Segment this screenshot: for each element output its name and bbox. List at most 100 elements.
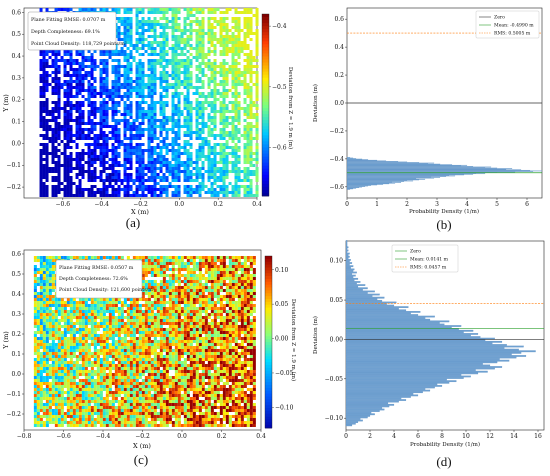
panel-c-heatmap-cell bbox=[165, 262, 169, 265]
panel-c-heatmap-cell bbox=[243, 298, 247, 301]
panel-a-heatmap-cell bbox=[93, 140, 97, 143]
panel-a-heatmap-cell bbox=[171, 92, 175, 95]
panel-a-heatmap-cell bbox=[66, 8, 70, 11]
panel-c-heatmap-cell bbox=[75, 310, 79, 313]
panel-a-heatmap-cell bbox=[177, 170, 181, 173]
panel-a-heatmap-cell bbox=[252, 137, 256, 140]
panel-a-heatmap-cell bbox=[69, 104, 73, 107]
panel-c-heatmap-cell bbox=[129, 304, 133, 307]
panel-a-heatmap-cell bbox=[93, 173, 97, 176]
panel-a-heatmap-cell bbox=[114, 89, 118, 92]
panel-a-heatmap-cell bbox=[150, 71, 154, 74]
panel-c-heatmap-cell bbox=[240, 307, 244, 310]
panel-a-heatmap-cell bbox=[120, 179, 124, 182]
panel-a-heatmap-cell bbox=[57, 80, 61, 83]
panel-a-heatmap-cell bbox=[162, 185, 166, 188]
panel-a-heatmap-cell bbox=[57, 173, 61, 176]
panel-c-heatmap-cell bbox=[168, 319, 172, 322]
panel-a-heatmap-cell bbox=[234, 194, 238, 197]
panel-c-heatmap-cell bbox=[102, 256, 106, 259]
panel-a-heatmap-cell bbox=[204, 185, 208, 188]
panel-c-heatmap-cell bbox=[192, 256, 196, 259]
panel-a-heatmap-cell bbox=[153, 113, 157, 116]
panel-a-heatmap-cell bbox=[81, 155, 85, 158]
panel-c-heatmap-cell bbox=[210, 304, 214, 307]
panel-a-heatmap-cell bbox=[198, 41, 202, 44]
panel-a-heatmap-cell bbox=[225, 107, 229, 110]
panel-a-colorbar-band bbox=[262, 83, 269, 88]
panel-a-heatmap-cell bbox=[225, 119, 229, 122]
panel-a-heatmap-cell bbox=[153, 119, 157, 122]
panel-a-heatmap-cell bbox=[129, 53, 133, 56]
panel-a-heatmap-cell bbox=[219, 137, 223, 140]
panel-c-heatmap-cell bbox=[90, 307, 94, 310]
panel-a-heatmap-cell bbox=[78, 179, 82, 182]
panel-a-heatmap-cell bbox=[219, 26, 223, 29]
panel-a-heatmap-cell bbox=[240, 71, 244, 74]
panel-a-heatmap-cell bbox=[81, 53, 85, 56]
panel-a-heatmap-cell bbox=[81, 83, 85, 86]
panel-a-heatmap-cell bbox=[150, 44, 154, 47]
panel-a-heatmap-cell bbox=[198, 143, 202, 146]
panel-a-heatmap-cell bbox=[102, 50, 106, 53]
panel-a-heatmap-cell bbox=[195, 125, 199, 128]
panel-c-heatmap-cell bbox=[162, 283, 166, 286]
panel-a-heatmap-cell bbox=[69, 170, 73, 173]
panel-a-heatmap-cell bbox=[225, 23, 229, 26]
panel-a-heatmap-cell bbox=[243, 179, 247, 182]
panel-c-heatmap-cell bbox=[141, 295, 145, 298]
panel-c-heatmap-cell bbox=[42, 313, 46, 316]
panel-c-heatmap-cell bbox=[171, 292, 175, 295]
panel-b-histogram-bar bbox=[346, 180, 408, 181]
panel-a-heatmap-cell bbox=[162, 65, 166, 68]
panel-c-heatmap-cell bbox=[213, 304, 217, 307]
panel-c-heatmap-cell bbox=[192, 319, 196, 322]
panel-a-heatmap-cell bbox=[48, 110, 52, 113]
panel-a-heatmap-cell bbox=[141, 92, 145, 95]
panel-a-heatmap-cell bbox=[219, 44, 223, 47]
panel-a-heatmap-cell bbox=[207, 47, 211, 50]
panel-a-heatmap-cell bbox=[234, 164, 238, 167]
panel-a-heatmap-cell bbox=[192, 107, 196, 110]
panel-a-heatmap-cell bbox=[177, 47, 181, 50]
panel-a-heatmap-cell bbox=[45, 191, 49, 194]
panel-a-heatmap-cell bbox=[81, 101, 85, 104]
panel-c-heatmap-cell bbox=[246, 301, 250, 304]
panel-a-heatmap-cell bbox=[243, 44, 247, 47]
panel-a-heatmap-cell bbox=[102, 125, 106, 128]
panel-a-heatmap-cell bbox=[189, 152, 193, 155]
panel-a-heatmap-cell bbox=[159, 62, 163, 65]
panel-c-heatmap-cell bbox=[159, 262, 163, 265]
panel-a-heatmap-cell bbox=[219, 185, 223, 188]
panel-a-heatmap-cell bbox=[111, 152, 115, 155]
panel-a-heatmap-cell bbox=[213, 77, 217, 80]
panel-c-heatmap-cell bbox=[42, 265, 46, 268]
panel-a-heatmap-cell bbox=[174, 71, 178, 74]
panel-a-heatmap-cell bbox=[219, 176, 223, 179]
panel-a-heatmap-cell bbox=[192, 29, 196, 32]
panel-a-heatmap-cell bbox=[234, 71, 238, 74]
panel-a-heatmap-cell bbox=[102, 155, 106, 158]
panel-c-heatmap-cell bbox=[186, 280, 190, 283]
panel-a-heatmap-cell bbox=[189, 191, 193, 194]
panel-a-heatmap-cell bbox=[198, 86, 202, 89]
panel-a-heatmap-cell bbox=[72, 62, 76, 65]
panel-a-heatmap-cell bbox=[237, 23, 241, 26]
panel-a-heatmap-cell bbox=[102, 71, 106, 74]
panel-a-heatmap-cell bbox=[150, 98, 154, 101]
panel-a-heatmap-cell bbox=[102, 194, 106, 197]
panel-a-heatmap-cell bbox=[39, 155, 43, 158]
panel-c-heatmap-cell bbox=[48, 286, 52, 289]
panel-a-heatmap-cell bbox=[225, 71, 229, 74]
panel-c-heatmap-cell bbox=[72, 316, 76, 319]
panel-c-heatmap-cell bbox=[156, 292, 160, 295]
panel-a-heatmap-cell bbox=[39, 170, 43, 173]
panel-c-heatmap-cell bbox=[207, 289, 211, 292]
panel-a-heatmap-cell bbox=[147, 191, 151, 194]
panel-a-heatmap-cell bbox=[66, 95, 70, 98]
panel-c-heatmap-cell bbox=[159, 268, 163, 271]
panel-a-heatmap-cell bbox=[117, 185, 121, 188]
panel-a-heatmap-cell bbox=[186, 167, 190, 170]
panel-c-heatmap-cell bbox=[216, 274, 220, 277]
panel-a-heatmap-cell bbox=[210, 29, 214, 32]
